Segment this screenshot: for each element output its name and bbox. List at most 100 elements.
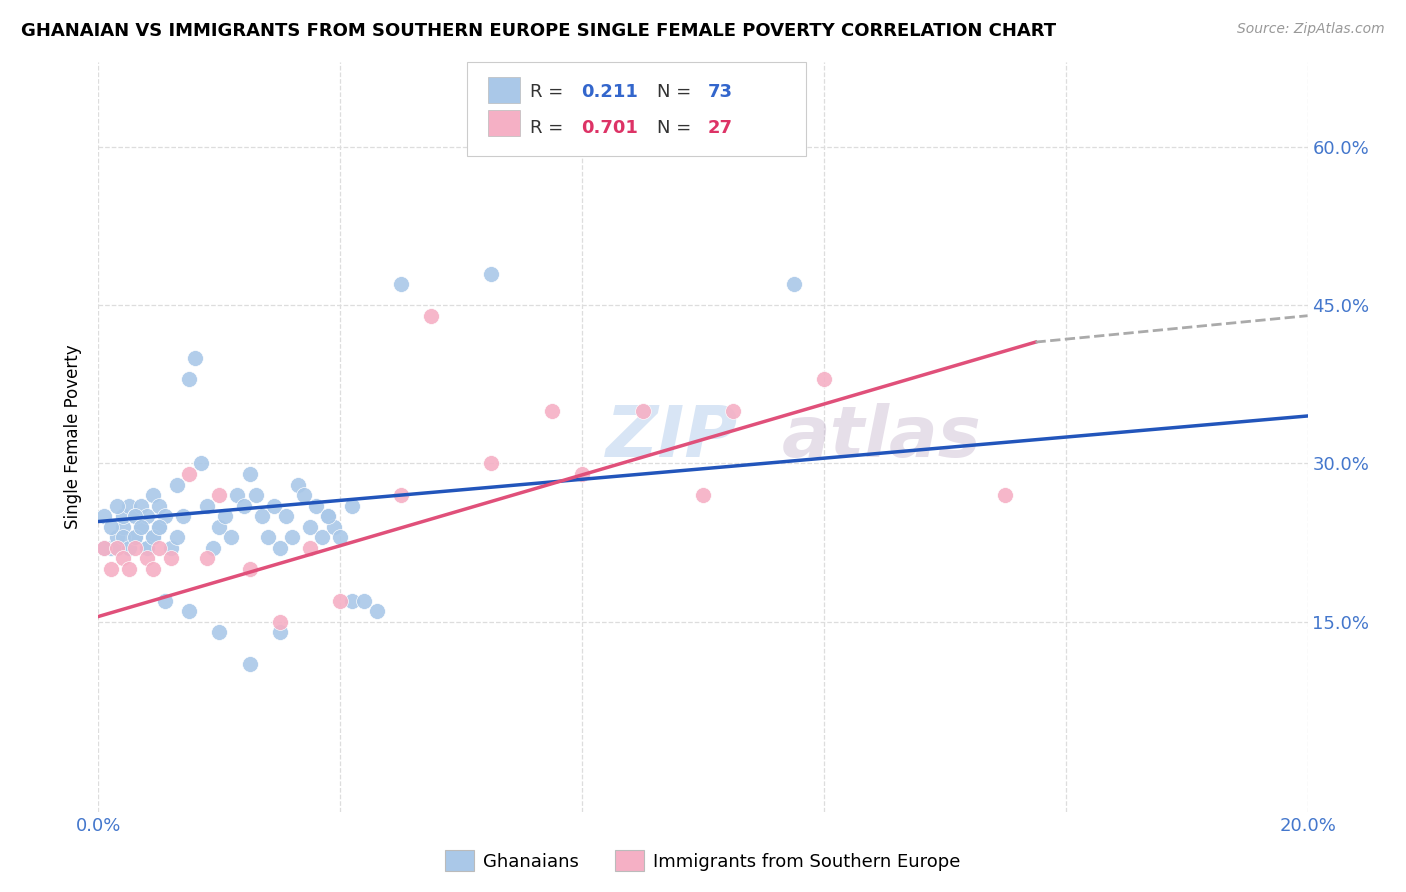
Point [148, 520, 170, 534]
Text: R =: R = [530, 84, 569, 102]
Point [366, 604, 388, 618]
Point [135, 509, 157, 524]
Point [420, 309, 443, 323]
Text: Source: ZipAtlas.com: Source: ZipAtlas.com [1237, 22, 1385, 37]
Text: R =: R = [530, 119, 569, 136]
FancyBboxPatch shape [488, 78, 520, 103]
Point [105, 541, 128, 555]
Point [166, 530, 188, 544]
Text: N =: N = [657, 84, 697, 102]
Point [245, 488, 267, 502]
Point [571, 467, 593, 481]
Point [631, 403, 654, 417]
Point [269, 541, 291, 555]
Point [723, 403, 745, 417]
Point [540, 403, 562, 417]
Point [287, 477, 309, 491]
Point [389, 488, 412, 502]
Point [269, 615, 291, 629]
Point [111, 551, 134, 566]
Point [263, 499, 285, 513]
Point [142, 530, 165, 544]
Point [208, 488, 231, 502]
Text: 27: 27 [707, 119, 733, 136]
Point [305, 499, 328, 513]
Point [148, 520, 170, 534]
Point [316, 509, 339, 524]
Point [299, 520, 322, 534]
Point [129, 499, 152, 513]
Point [118, 541, 141, 555]
Point [142, 562, 165, 576]
Point [239, 467, 262, 481]
Legend: Ghanaians, Immigrants from Southern Europe: Ghanaians, Immigrants from Southern Euro… [439, 843, 967, 879]
Point [256, 530, 278, 544]
Point [316, 509, 339, 524]
Point [105, 499, 128, 513]
Point [166, 477, 188, 491]
Point [221, 530, 243, 544]
Point [250, 509, 273, 524]
Point [190, 457, 212, 471]
Point [124, 530, 146, 544]
Point [184, 351, 207, 365]
Point [135, 551, 157, 566]
Point [179, 467, 201, 481]
Point [93, 541, 115, 555]
Point [813, 372, 835, 386]
Point [124, 541, 146, 555]
Point [232, 499, 254, 513]
Point [172, 509, 194, 524]
Point [269, 625, 291, 640]
Point [148, 499, 170, 513]
Point [226, 488, 249, 502]
Point [160, 541, 183, 555]
Point [111, 530, 134, 544]
Y-axis label: Single Female Poverty: Single Female Poverty [65, 345, 83, 529]
Point [105, 530, 128, 544]
Point [111, 509, 134, 524]
Point [118, 541, 141, 555]
Point [281, 530, 304, 544]
Point [153, 593, 176, 607]
Point [274, 509, 297, 524]
Point [342, 593, 364, 607]
Point [124, 530, 146, 544]
Point [100, 520, 122, 534]
Text: GHANAIAN VS IMMIGRANTS FROM SOUTHERN EUROPE SINGLE FEMALE POVERTY CORRELATION CH: GHANAIAN VS IMMIGRANTS FROM SOUTHERN EUR… [21, 22, 1056, 40]
Point [208, 625, 231, 640]
FancyBboxPatch shape [467, 62, 806, 156]
Point [323, 520, 346, 534]
Point [208, 520, 231, 534]
Point [239, 657, 262, 671]
Point [93, 509, 115, 524]
Point [214, 509, 236, 524]
Point [129, 520, 152, 534]
Point [142, 530, 165, 544]
FancyBboxPatch shape [488, 111, 520, 136]
Point [329, 530, 352, 544]
Point [292, 488, 315, 502]
Point [118, 562, 141, 576]
Point [994, 488, 1017, 502]
Text: ZIP: ZIP [606, 402, 738, 472]
Text: 73: 73 [707, 84, 733, 102]
Point [142, 488, 165, 502]
Point [124, 509, 146, 524]
Point [202, 541, 225, 555]
Point [105, 541, 128, 555]
Point [160, 551, 183, 566]
Point [129, 520, 152, 534]
Point [135, 541, 157, 555]
Point [148, 541, 170, 555]
Point [342, 499, 364, 513]
Text: 0.701: 0.701 [581, 119, 638, 136]
Point [299, 541, 322, 555]
Text: 0.211: 0.211 [581, 84, 638, 102]
Point [124, 509, 146, 524]
Point [239, 562, 262, 576]
Point [389, 277, 412, 291]
Point [195, 551, 218, 566]
Point [179, 372, 201, 386]
Point [135, 541, 157, 555]
